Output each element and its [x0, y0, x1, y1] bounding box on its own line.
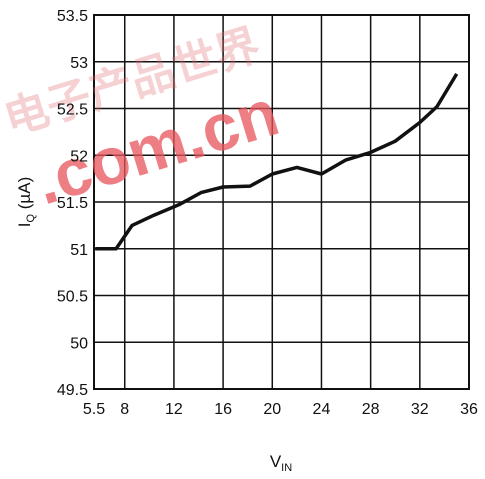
y-tick-label: 52.5	[57, 102, 88, 119]
y-tick-label: 53	[70, 55, 88, 72]
y-tick-label: 49.5	[57, 382, 88, 399]
x-tick-label: 28	[362, 401, 380, 418]
x-tick-label: 5.5	[83, 401, 105, 418]
y-tick-labels: 49.5 50 50.5 51 51.5 52 52.5 53 53.5	[57, 8, 88, 399]
y-tick-label: 51.5	[57, 195, 88, 212]
x-tick-label: 12	[165, 401, 183, 418]
y-tick-label: 50.5	[57, 289, 88, 306]
x-tick-label: 8	[120, 401, 129, 418]
x-tick-label: 32	[411, 401, 429, 418]
y-tick-label: 52	[70, 148, 88, 165]
y-tick-label: 53.5	[57, 8, 88, 25]
y-tick-label: 51	[70, 242, 88, 259]
y-tick-label: 50	[70, 335, 88, 352]
series-line	[95, 72, 459, 251]
x-tick-label: 20	[263, 401, 281, 418]
plot-frame	[93, 14, 470, 390]
x-tick-label: 16	[214, 401, 232, 418]
x-tick-label: 36	[460, 401, 478, 418]
grid-lines	[94, 15, 469, 389]
x-tick-labels: 5.5 8 12 16 20 24 28 32 36	[83, 401, 478, 418]
series-group	[95, 72, 459, 251]
x-axis-title: VIN	[270, 452, 292, 474]
y-axis-title: IQ (µA)	[15, 177, 37, 227]
x-tick-label: 24	[313, 401, 331, 418]
